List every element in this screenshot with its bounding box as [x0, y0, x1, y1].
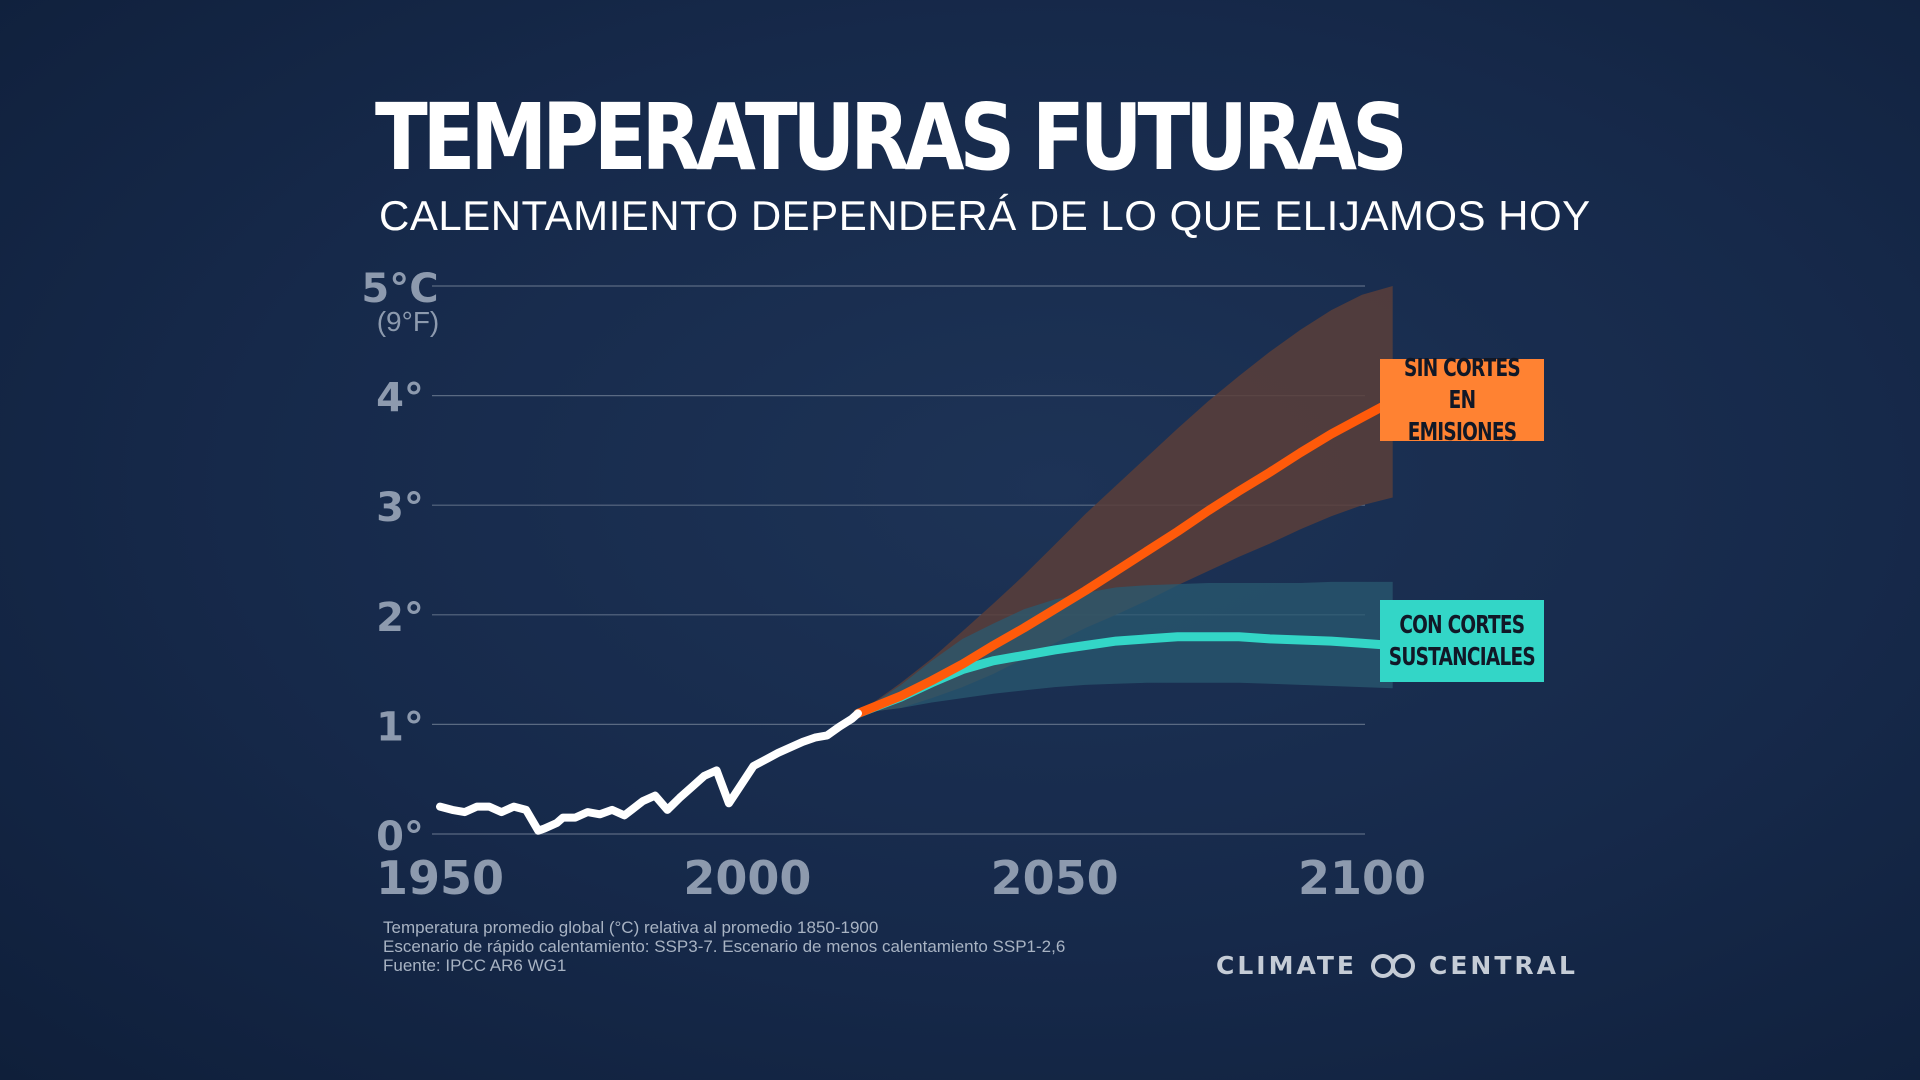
- y-axis-ticks: 0° 1° 2° 3° 4° 5°C(9°F): [361, 266, 439, 860]
- low-emissions-label-line1: CON CORTES: [1399, 610, 1525, 639]
- x-axis-ticks: 1950 2000 2050 2100: [376, 851, 1426, 905]
- uncertainty-bands: [858, 286, 1393, 714]
- y-tick-label-5: 5°C: [361, 266, 438, 312]
- footnote-scenarios: Escenario de rápido calentamiento: SSP3-…: [383, 937, 1066, 956]
- chart-title: TEMPERATURAS FUTURAS: [375, 84, 1408, 191]
- footnotes: Temperatura promedio global (°C) relativ…: [383, 918, 1065, 975]
- high-emissions-label-line1: SIN CORTES EN: [1404, 353, 1521, 414]
- x-tick-label-2100: 2100: [1298, 851, 1426, 905]
- y-tick-label-1: 1°: [376, 704, 424, 750]
- chart-subtitle: CALENTAMIENTO DEPENDERÁ DE LO QUE ELIJAM…: [379, 192, 1591, 239]
- x-tick-label-2000: 2000: [683, 851, 811, 905]
- brand-text-climate: CLIMATE: [1216, 951, 1357, 980]
- y-tick-label-4: 4°: [376, 376, 424, 422]
- footnote-source: Fuente: IPCC AR6 WG1: [383, 956, 567, 975]
- series-lines: [436, 396, 1398, 835]
- interlocked-circles-icon: [1371, 953, 1415, 978]
- high-emissions-label-line2: EMISIONES: [1407, 417, 1517, 446]
- x-tick-label-1950: 1950: [376, 851, 504, 905]
- y-tick-label-3: 3°: [376, 485, 424, 531]
- low-emissions-band: [858, 581, 1393, 714]
- high-emissions-line: [853, 396, 1398, 718]
- high-emissions-band: [858, 286, 1393, 714]
- y-top-unit-label: (9°F): [377, 306, 440, 337]
- y-tick-label-0: 0°: [376, 814, 424, 860]
- low-emissions-label: CON CORTES SUSTANCIALES: [1380, 600, 1544, 682]
- brand-text-central: CENTRAL: [1429, 951, 1578, 980]
- y-tick-label-2: 2°: [376, 595, 424, 641]
- climate-central-logo: CLIMATE CENTRAL: [1216, 951, 1578, 980]
- high-emissions-label: SIN CORTES EN EMISIONES: [1380, 353, 1544, 446]
- historical-line: [436, 709, 862, 835]
- footnote-definition: Temperatura promedio global (°C) relativ…: [383, 918, 879, 937]
- x-tick-label-2050: 2050: [991, 851, 1119, 905]
- low-emissions-label-line2: SUSTANCIALES: [1388, 642, 1536, 671]
